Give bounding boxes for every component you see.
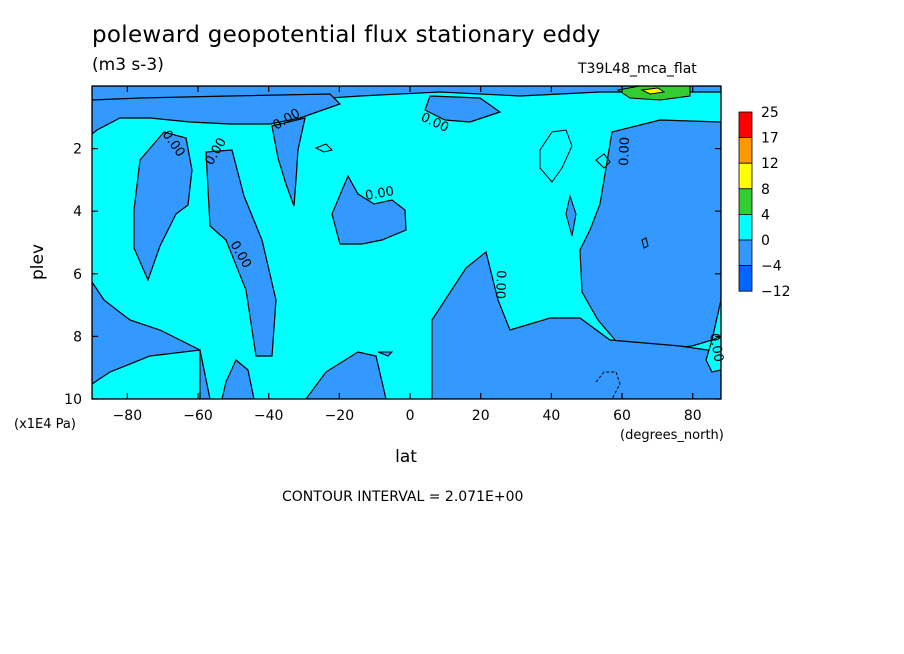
x-tick-label: −60 [183,408,213,424]
colorbar-label: 25 [761,105,779,121]
negative-region [92,93,342,135]
axes: −80 −60 −40 −20 0 20 40 60 80 2 4 6 8 10 [64,86,721,424]
negative-region [431,250,721,399]
negative-region [133,131,193,282]
contour-line [377,351,394,357]
colorbar-label: −12 [761,284,791,300]
negative-region [205,149,277,357]
y-tick-label: 4 [73,204,82,220]
colorbar-label: 17 [761,131,779,147]
negative-region [221,359,255,399]
contour-label: 0.00 [492,270,508,299]
colorbar-label: 4 [761,207,770,223]
contour-fill [92,86,721,399]
x-tick-label: 0 [406,408,415,424]
y-tick-label: 8 [73,329,82,345]
colorbar-label: 8 [761,182,770,198]
contour-label: 0.00 [364,184,395,204]
x-tick-label: −20 [325,408,355,424]
x-axis-units: (degrees_north) [620,428,724,443]
positive-region [705,335,721,373]
colorbar-label: 12 [761,156,779,172]
x-tick-label: −80 [113,408,143,424]
y-axis-units: (x1E4 Pa) [14,417,76,432]
x-tick-label: −40 [254,408,284,424]
contour-line [595,153,611,169]
colorbar-swatch [738,111,753,139]
colorbar: 25 17 12 8 4 0 −4 −12 [738,105,791,300]
x-axis-label: lat [395,447,417,467]
negative-region [271,117,306,207]
contour-line [539,129,573,183]
x-tick-label: 40 [542,408,560,424]
x-tick-label: 20 [472,408,490,424]
y-tick-label: 6 [73,267,82,283]
contour-line [565,194,577,237]
plot-frame [91,85,722,400]
colorbar-label: −4 [761,259,782,275]
x-tick-label: 60 [613,408,631,424]
contour-interval-note: CONTOUR INTERVAL = 2.071E+00 [282,489,524,505]
colorbar-swatch [738,162,753,190]
chart-title: poleward geopotential flux stationary ed… [92,22,601,48]
colorbar-swatch [738,239,753,267]
yellow-region [640,87,666,95]
x-tick-label: 80 [684,408,702,424]
chart-units: (m3 s-3) [92,55,164,75]
y-tick-label: 2 [73,142,82,158]
contour-label: 0.00 [617,137,633,166]
colorbar-swatch [738,265,753,292]
y-tick-label: 10 [64,392,82,408]
colorbar-swatch [738,137,753,164]
contour-line [314,143,333,153]
negative-region [331,174,407,245]
contour-line [641,237,649,249]
colorbar-label: 0 [761,233,770,249]
negative-region [305,351,387,399]
colorbar-swatch [738,213,753,241]
colorbar-swatch [738,188,753,215]
model-name: T39L48_mca_flat [578,61,697,77]
negative-region [424,95,502,123]
y-axis-label: plev [28,244,48,280]
positive-region [92,349,201,399]
